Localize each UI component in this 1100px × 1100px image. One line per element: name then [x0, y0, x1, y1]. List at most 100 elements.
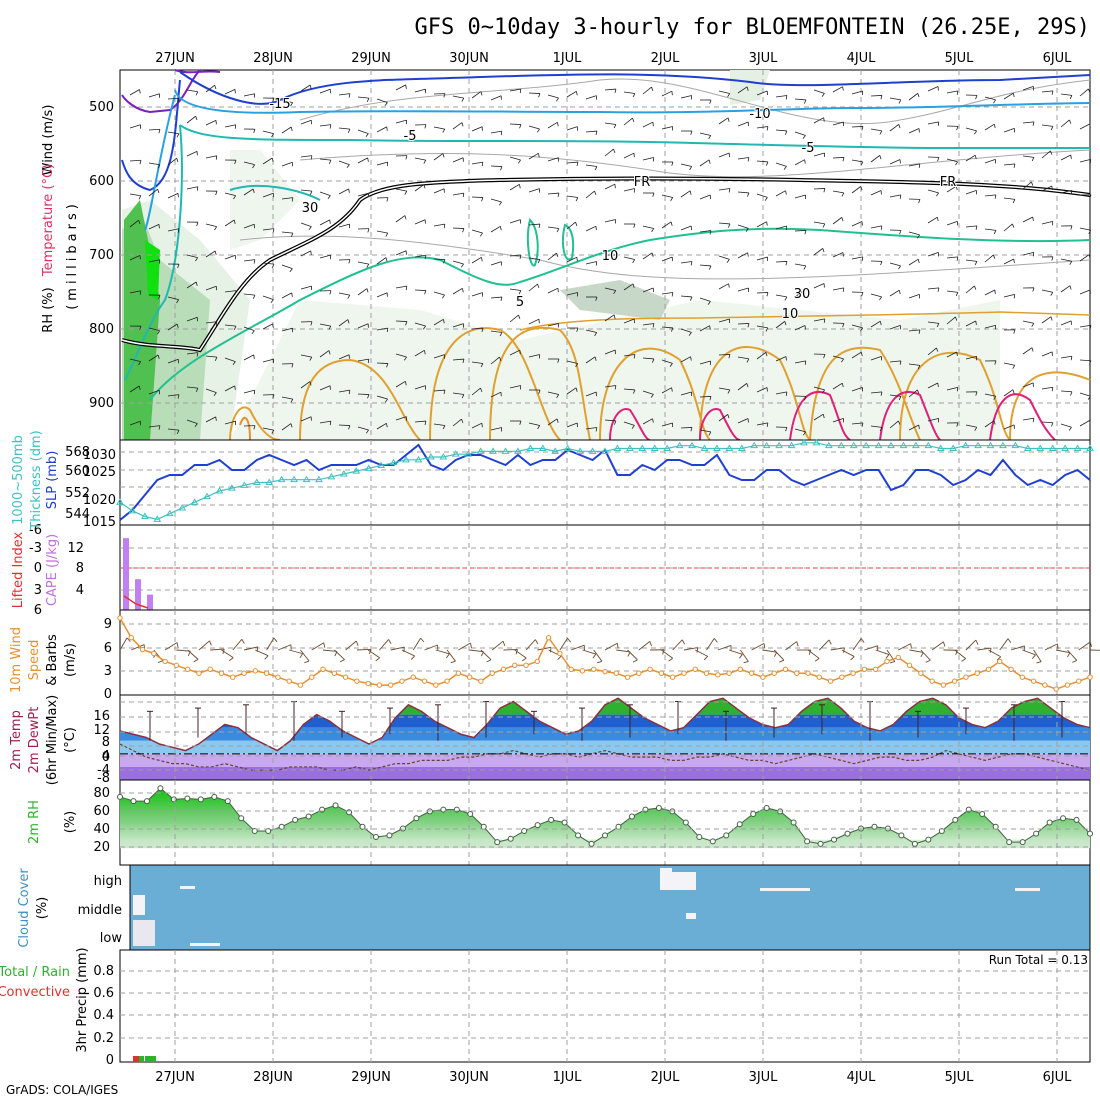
wind-barb-flag [214, 226, 218, 231]
wind-barb [604, 385, 616, 388]
wind-barb-flag [670, 197, 674, 202]
wind-barb-flag [613, 420, 617, 425]
wind-barb-flag [177, 264, 180, 269]
wind-barb-flag [308, 226, 312, 230]
wind-barb-flag [614, 385, 617, 390]
wind-barb-flag [803, 99, 807, 104]
wind-barb [395, 380, 406, 388]
rh-point [588, 840, 595, 847]
wind-barb [813, 117, 824, 124]
wind-barb-flag [215, 321, 218, 326]
wind-barb [1041, 386, 1053, 390]
wind-barb [946, 256, 958, 259]
wind-barb-flag [1070, 391, 1073, 396]
wind-barb [794, 194, 806, 199]
wind10-point [703, 670, 710, 676]
wind-barb-flag [880, 95, 883, 100]
wind-barb [1079, 88, 1089, 97]
wind-barb-flag [538, 389, 541, 394]
thickness-point [787, 441, 796, 449]
wind10-label-4: (m/s) [63, 643, 78, 677]
wind-barb [376, 422, 387, 430]
cloud-level-label: middle [78, 903, 122, 918]
wind-barb [832, 217, 843, 225]
wind-barb-flag [594, 356, 597, 361]
wind-barb [414, 184, 425, 192]
wind-barb-flag [709, 99, 712, 104]
wind10-barb-flag [850, 656, 855, 661]
wind-barb [927, 121, 939, 125]
wind10-barb-flag [808, 649, 812, 655]
wind-barb-flag [309, 381, 312, 386]
wind-barb [699, 194, 711, 200]
wind-barb [813, 89, 825, 94]
wind10-barb [864, 645, 878, 651]
wind-barb-flag [348, 259, 351, 264]
wind-barb [661, 292, 673, 295]
wind10-point [162, 658, 168, 665]
wind-barb [395, 215, 406, 223]
wind-barb [452, 157, 464, 163]
rh-point [359, 823, 366, 830]
wind10-barb-flag [157, 660, 163, 664]
precip-ytick: 0.6 [93, 986, 114, 1001]
wind-barb [1041, 351, 1053, 357]
wind-barb-flag [842, 323, 845, 328]
bottom-date-label: 28JUN [253, 1070, 293, 1085]
wind-barb-flag [214, 250, 217, 255]
wind-barb [699, 360, 711, 365]
wind10-barb-flag [176, 642, 179, 648]
wind10-point [534, 658, 541, 665]
wind-barb [262, 323, 273, 330]
wind-barb [984, 289, 995, 296]
wind-barb-flag [594, 190, 597, 195]
wind-barb-flag [538, 93, 541, 98]
wind-barb [1060, 320, 1072, 326]
wind-barb-flag [405, 321, 408, 326]
wind-barb-flag [346, 164, 350, 168]
wind-barb [414, 349, 425, 357]
wind-barb [566, 126, 578, 131]
precip-ytick: 0.8 [93, 964, 114, 979]
thickness-point [713, 444, 721, 451]
wind-barb-flag [937, 287, 940, 292]
wind-barb [357, 323, 369, 329]
wind-barb [718, 283, 729, 290]
wind10-barb-flag [743, 661, 749, 664]
wind-barb-flag [765, 327, 769, 332]
wind-barb-flag [196, 222, 199, 227]
wind-barb [224, 290, 236, 293]
wind-barb [452, 418, 462, 427]
rh-point [251, 828, 258, 835]
wind-barb-flag [576, 91, 578, 96]
wind10-point [376, 682, 383, 688]
wind10-point [816, 674, 823, 680]
temp-contour-0 [149, 227, 1091, 401]
wind-barb [680, 225, 692, 231]
wind-barb-flag [861, 256, 864, 261]
wind10-barb [728, 649, 743, 655]
wind-barb-flag [823, 188, 826, 193]
wind-barb-flag [918, 199, 921, 204]
thickness-point [625, 444, 634, 451]
wind-barb-flag [613, 148, 616, 153]
wind-barb-flag [405, 286, 408, 291]
wind-barb-flag [138, 195, 142, 200]
wind-barb [471, 387, 481, 396]
wind10-point [647, 666, 653, 672]
wind-barb [908, 389, 918, 398]
wind10-point [805, 670, 811, 676]
rh-point [1087, 830, 1093, 837]
wind-barb [224, 88, 236, 95]
wind-barb-flag [518, 290, 522, 295]
wind-barb-flag [462, 358, 465, 364]
thickness-point [949, 444, 958, 451]
wind10-barb [875, 649, 890, 655]
wind-barb-flag [347, 294, 351, 299]
wind-barb [243, 259, 255, 262]
wind-barb [718, 354, 731, 356]
wind-barb-flag [822, 248, 825, 253]
thickness-point [737, 444, 746, 451]
wind-barb [433, 223, 445, 227]
wind-barb-flag [614, 254, 617, 259]
